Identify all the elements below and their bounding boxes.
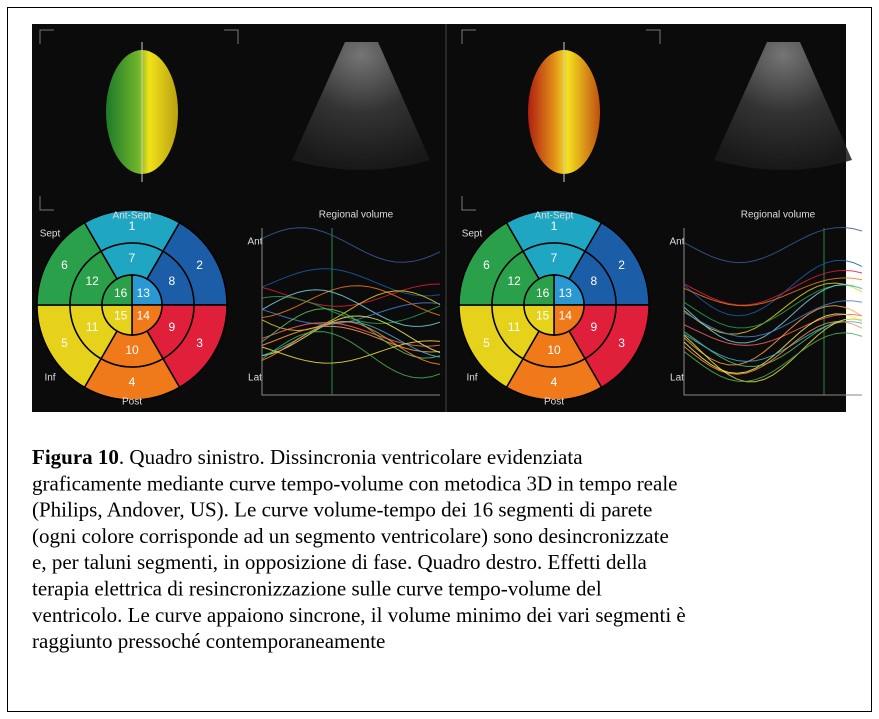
volume-curve (261, 283, 441, 307)
direction-label: Lat (670, 373, 684, 384)
volume-curve (261, 290, 441, 332)
direction-label: Ant (247, 237, 262, 248)
caption-line: raggiunto pressoché contemporaneamente (32, 629, 385, 653)
direction-label: Sept (462, 229, 483, 240)
segment-number: 9 (590, 320, 597, 334)
segment-number: 6 (483, 258, 490, 272)
bracket (39, 29, 54, 44)
volume-curve (261, 268, 441, 297)
segment-number: 8 (590, 274, 597, 288)
volume-curve (261, 308, 441, 359)
volume-curve (683, 321, 863, 362)
segment-number: 12 (507, 274, 521, 288)
segment-number: 5 (483, 336, 490, 350)
bracket (646, 29, 661, 44)
segment-number: 4 (129, 375, 136, 389)
caption-line: (Philips, Andover, US). Le curve volume-… (32, 498, 652, 522)
segment-number: 1 (129, 219, 136, 233)
graph-axes (261, 228, 440, 396)
direction-label: Post (122, 397, 142, 408)
volume-curve (683, 277, 863, 307)
volume-curve (683, 321, 863, 375)
direction-label: Inf (466, 373, 477, 384)
direction-label: Inf (44, 373, 55, 384)
volume-curve (683, 318, 863, 383)
direction-label: Ant-Sept (113, 211, 152, 222)
volume-curve (683, 313, 863, 374)
segment (101, 274, 133, 306)
direction-label: Lat (248, 373, 262, 384)
volume-curve (261, 320, 441, 365)
segment-number: 16 (114, 286, 128, 300)
caption-line: ventricolo. Le curve appaiono sincrone, … (32, 603, 686, 627)
segment-number: 4 (551, 375, 558, 389)
segment-number: 1 (551, 219, 558, 233)
volume-curve (261, 227, 441, 263)
segment-number: 13 (559, 286, 573, 300)
volume-curve (261, 322, 441, 347)
bracket (224, 29, 239, 44)
caption-line: graficamente mediante curve tempo-volume… (32, 471, 677, 495)
graph-axes (683, 228, 862, 396)
volume-curve (261, 289, 441, 327)
segment-number: 7 (551, 251, 558, 265)
segment-number: 14 (137, 308, 151, 322)
volume-curve (261, 340, 441, 364)
segment-number: 13 (137, 286, 151, 300)
direction-label: Post (544, 397, 564, 408)
segment-number: 11 (86, 320, 99, 334)
volume-curve (683, 332, 863, 382)
segment-number: 6 (61, 258, 68, 272)
caption-line: (ogni colore corrisponde ad un segmento … (32, 524, 669, 548)
segment-number: 3 (196, 336, 203, 350)
segment-number: 14 (559, 308, 573, 322)
caption-text: . Quadro sinistro. Dissincronia ventrico… (119, 445, 583, 469)
graph-title: Regional volume (741, 210, 816, 221)
segment-number: 5 (61, 336, 68, 350)
segment-number: 15 (114, 308, 128, 322)
ultrasound (292, 42, 430, 170)
volume-curve (683, 305, 863, 366)
segment-number: 3 (618, 336, 625, 350)
segment-number: 9 (168, 320, 175, 334)
segment-number: 8 (168, 274, 175, 288)
volume-curve (683, 300, 863, 338)
volume-curve (261, 331, 441, 379)
volume-curve (683, 318, 863, 367)
caption-line: terapia elettrica di resincronizzazione … (32, 577, 602, 601)
volume-curve (261, 285, 441, 319)
caption-label: Figura 10 (32, 445, 119, 469)
panel: 1 7 2 8 3 9 4 10 5 11 6 12 13 14 15 16 Ant-Sept Sept Ant In… (458, 29, 863, 408)
segment-number: 2 (196, 258, 203, 272)
graph-title: Regional volume (319, 210, 394, 221)
ultrasound (714, 42, 852, 170)
volume-curve (683, 313, 863, 346)
segment-number: 2 (618, 258, 625, 272)
volume-curve (683, 282, 863, 335)
segment-number: 7 (129, 251, 136, 265)
volume-curve (261, 295, 441, 325)
segment-number: 16 (536, 286, 550, 300)
direction-label: Ant (669, 237, 684, 248)
segment-number: 10 (125, 343, 139, 357)
volume-curve (683, 226, 863, 264)
direction-label: Ant-Sept (535, 211, 574, 222)
direction-label: Sept (40, 229, 61, 240)
bracket (461, 29, 476, 44)
volume-curve (683, 260, 863, 317)
segment-number: 11 (508, 320, 521, 334)
bracket (461, 196, 476, 211)
segment-number: 12 (85, 274, 99, 288)
frame (7, 7, 872, 712)
panel: 1 7 2 8 3 9 4 10 5 11 6 12 13 14 15 16 Ant-Sept Sept Ant In… (36, 29, 441, 408)
caption-line: e, per taluni segmenti, in opposizione d… (32, 550, 648, 574)
segment (523, 274, 555, 306)
volume-curve (261, 325, 441, 353)
caption-line: Figura 10. Quadro sinistro. Dissincronia… (32, 445, 583, 469)
segment-number: 10 (547, 343, 561, 357)
segment-number: 15 (536, 308, 550, 322)
bracket (39, 196, 54, 211)
volume-curve (683, 269, 863, 306)
